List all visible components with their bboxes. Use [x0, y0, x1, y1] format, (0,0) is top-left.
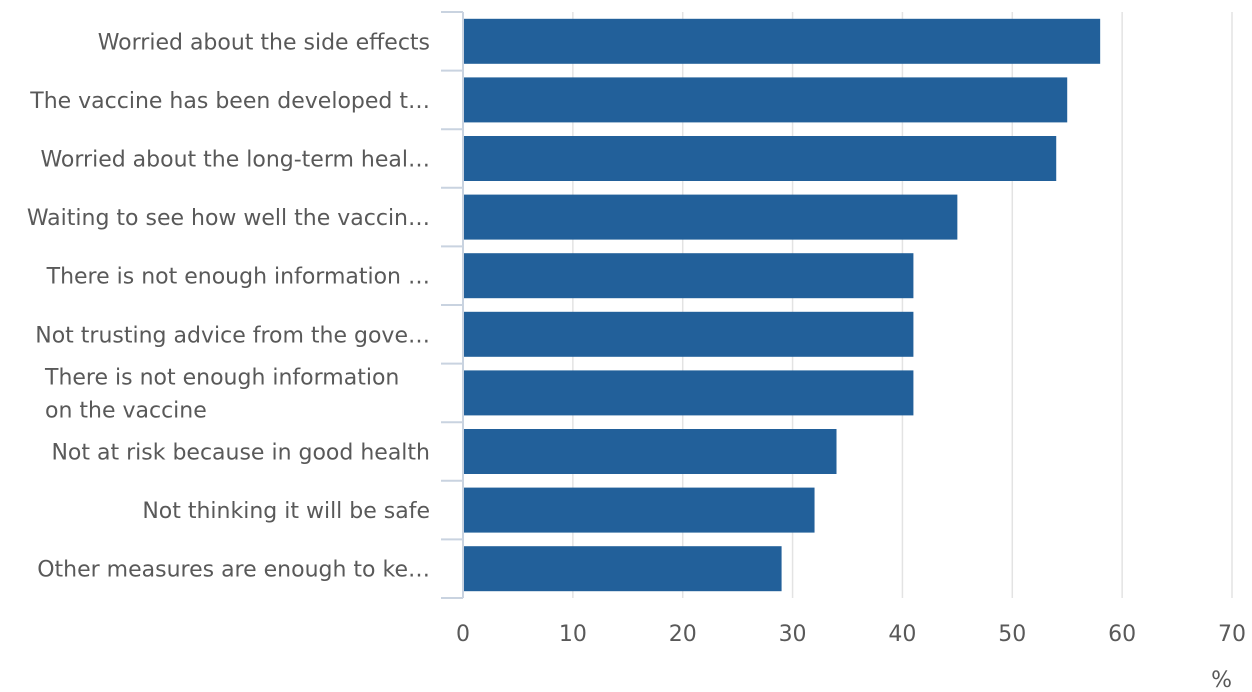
category-label: Other measures are enough to ke…	[37, 558, 430, 583]
bar	[464, 429, 837, 474]
category-label: on the vaccine	[45, 398, 207, 423]
bar	[464, 253, 914, 299]
category-axis	[441, 11, 464, 599]
x-axis-unit-label: %	[1211, 668, 1232, 688]
bar	[464, 18, 1101, 64]
x-tick-label: 70	[1218, 622, 1246, 647]
category-label: Not thinking it will be safe	[142, 499, 430, 524]
category-label: Not trusting advice from the gove…	[35, 323, 430, 348]
x-tick-label: 0	[456, 622, 470, 647]
bar	[464, 370, 914, 416]
bar	[464, 194, 958, 240]
x-tick-label: 10	[559, 622, 587, 647]
category-label: There is not enough information …	[46, 265, 430, 290]
x-tick-label: 50	[998, 622, 1026, 647]
bar	[464, 311, 914, 357]
value-tick-labels: 0 10 20 30 40 50 60 70	[456, 622, 1246, 647]
bar	[464, 546, 782, 592]
x-tick-label: 60	[1108, 622, 1136, 647]
x-tick-label: 20	[669, 622, 697, 647]
category-label: The vaccine has been developed t…	[29, 89, 430, 114]
bars	[464, 18, 1101, 592]
category-label: Waiting to see how well the vaccin…	[27, 206, 430, 231]
x-tick-label: 40	[888, 622, 916, 647]
category-label: Worried about the side effects	[98, 30, 430, 55]
x-tick-label: 30	[779, 622, 807, 647]
category-label: There is not enough information	[44, 365, 399, 390]
bar	[464, 487, 815, 533]
bar	[464, 77, 1068, 123]
bar	[464, 136, 1057, 181]
category-label: Worried about the long-term heal…	[40, 148, 430, 173]
category-labels: Worried about the side effects The vaccin…	[27, 30, 430, 582]
category-label: Not at risk because in good health	[51, 441, 430, 466]
